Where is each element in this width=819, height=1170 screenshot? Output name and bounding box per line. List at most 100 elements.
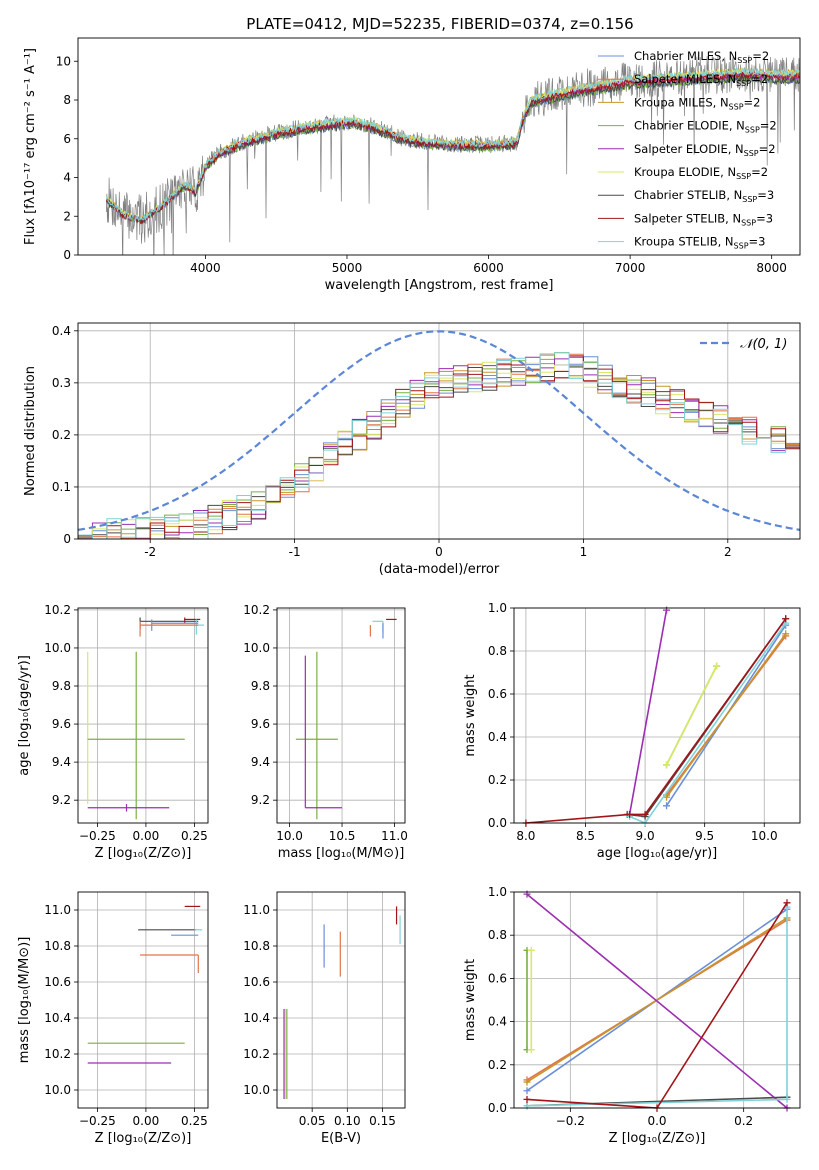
- legend-label: Salpeter STELIB, NSSP=3: [634, 211, 773, 227]
- y-axis-label: mass [log₁₀(M/M⊙)]: [17, 937, 32, 1064]
- x-tick-label: 0: [435, 545, 443, 559]
- x-axis-label: Z [log₁₀(Z/Z⊙)]: [95, 846, 192, 861]
- legend-subscript: SSP: [742, 195, 757, 204]
- weight-marker: [626, 810, 634, 818]
- panel-mass-vs-metallicity: −0.25 0.00 0.25 10.0 10.2 10.4 10.6 10.8 11.0 Z […: [17, 891, 209, 1146]
- y-tick-label: 0.4: [52, 324, 71, 338]
- y-tick-label: 9.8: [251, 679, 270, 693]
- x-tick-label: 8000: [756, 261, 787, 275]
- legend-nssp: =3: [749, 235, 766, 249]
- weight-marker: [783, 899, 791, 907]
- x-axis-label: mass [log₁₀(M/M⊙)]: [278, 846, 405, 861]
- y-tick-label: 9.4: [52, 755, 71, 769]
- weight-line: [526, 917, 788, 1083]
- y-axis-label: mass weight: [463, 674, 478, 756]
- weight-marker: [527, 1046, 535, 1054]
- x-tick-label: 9.0: [636, 829, 655, 843]
- weight-line: [526, 902, 788, 1108]
- y-tick-label: 9.4: [251, 755, 270, 769]
- y-tick-label: 0.2: [52, 428, 71, 442]
- x-tick-label: 10.0: [751, 829, 778, 843]
- weight-marker: [523, 1087, 531, 1095]
- weight-line: [665, 633, 787, 798]
- legend-nssp: =2: [752, 49, 769, 63]
- x-axis-label: Z [log₁₀(Z/Z⊙)]: [95, 1131, 192, 1146]
- y-tick-label: 0.3: [52, 376, 71, 390]
- y-tick-label: 10.2: [243, 1047, 270, 1061]
- y-tick-label: 0.8: [488, 644, 507, 658]
- x-tick-label: -2: [144, 545, 156, 559]
- y-tick-label: 10.2: [243, 603, 270, 617]
- axes-frame: [513, 891, 801, 1109]
- legend-subscript: SSP: [744, 149, 759, 158]
- legend-nssp: =2: [759, 142, 776, 156]
- x-tick-label: 0.10: [334, 1114, 361, 1128]
- panel-spectrum: 4000 5000 6000 7000 8000 0 2 4 6 8 10 wavelength [A…: [23, 37, 801, 293]
- legend-subscript: SSP: [745, 126, 760, 135]
- legend-subscript: SSP: [736, 172, 751, 181]
- y-tick-label: 6: [63, 132, 71, 146]
- y-tick-label: 10.6: [243, 975, 270, 989]
- weight-line: [627, 618, 787, 818]
- axes-frame: [276, 891, 406, 1109]
- x-tick-label: 0.2: [734, 1114, 753, 1128]
- y-tick-label: 0.6: [488, 971, 507, 985]
- y-tick-label: 1.0: [488, 601, 507, 615]
- y-tick-label: 0.0: [488, 1101, 507, 1115]
- y-tick-label: 10.8: [243, 939, 270, 953]
- legend-subscript: SSP: [729, 102, 744, 111]
- y-tick-label: 0.0: [488, 816, 507, 830]
- legend-nssp: =2: [751, 165, 768, 179]
- legend-subscript: SSP: [734, 242, 749, 251]
- x-axis-label: wavelength [Angstrom, rest frame]: [325, 278, 554, 293]
- y-tick-label: 9.8: [52, 679, 71, 693]
- legend-nssp: =2: [744, 95, 761, 109]
- x-axis-label: (data-model)/error: [379, 562, 500, 577]
- x-tick-label: 7000: [615, 261, 646, 275]
- x-tick-label: 6000: [473, 261, 504, 275]
- y-tick-label: 1.0: [488, 885, 507, 899]
- legend-nssp: =2: [751, 72, 768, 86]
- x-tick-label: 0.00: [133, 1114, 160, 1128]
- legend-label: Kroupa MILES, NSSP=2: [634, 95, 760, 111]
- y-tick-label: 10.0: [44, 641, 71, 655]
- legend-label: Salpeter ELODIE, NSSP=2: [634, 142, 776, 158]
- x-tick-label: 9.5: [695, 829, 714, 843]
- x-tick-label: 5000: [332, 261, 363, 275]
- y-axis-label: Flux [fλ10⁻¹⁷ erg cm⁻² s⁻¹ A⁻¹]: [23, 48, 38, 245]
- y-tick-label: 9.2: [251, 793, 270, 807]
- legend-subscript: SSP: [736, 79, 751, 88]
- axes-frame: [276, 607, 406, 824]
- y-tick-label: 0.2: [488, 1058, 507, 1072]
- y-tick-label: 0.2: [488, 773, 507, 787]
- histogram-step: [78, 355, 800, 539]
- histogram-step: [78, 366, 800, 539]
- y-tick-label: 4: [63, 171, 71, 185]
- y-axis-label: mass weight: [463, 959, 478, 1041]
- y-tick-label: 10.2: [44, 603, 71, 617]
- panel-age-vs-mass: 10.0 10.5 11.0 9.2 9.4 9.6 9.8 10.0 10.2 mass [lo…: [243, 603, 408, 861]
- weight-marker: [782, 615, 790, 623]
- weight-marker: [713, 662, 721, 670]
- figure-title: PLATE=0412, MJD=52235, FIBERID=0374, z=0…: [246, 15, 633, 33]
- legend-label: Chabrier STELIB, NSSP=3: [634, 188, 774, 204]
- legend-label: 𝒩(0, 1): [740, 337, 787, 352]
- weight-marker: [783, 1095, 791, 1103]
- x-axis-label: E(B-V): [321, 1131, 361, 1146]
- y-tick-label: 0.4: [488, 730, 507, 744]
- x-tick-label: 1: [580, 545, 588, 559]
- legend-nssp: =2: [760, 119, 777, 133]
- panel-age-vs-metallicity: −0.25 0.00 0.25 9.2 9.4 9.6 9.8 10.0 10.2 Z [log₁…: [17, 603, 209, 861]
- y-tick-label: 10.0: [44, 1083, 71, 1097]
- normal-curve: [78, 330, 800, 531]
- panel-mass-vs-ebv: 0.05 0.10 0.15 10.0 10.2 10.4 10.6 10.8 11.0 E(B-…: [243, 891, 406, 1146]
- legend-label: Salpeter MILES, NSSP=2: [634, 72, 768, 88]
- axes-frame: [77, 37, 801, 256]
- y-tick-label: 10.6: [44, 975, 71, 989]
- x-tick-label: 4000: [190, 261, 221, 275]
- weight-marker: [527, 946, 535, 954]
- panel-weight-vs-metallicity: −0.2 0.0 0.2 0.0 0.2 0.4 0.6 0.8 1.0 Z [log₁₀(Z/Z…: [463, 885, 801, 1146]
- y-tick-label: 2: [63, 209, 71, 223]
- x-tick-label: 10.5: [329, 829, 356, 843]
